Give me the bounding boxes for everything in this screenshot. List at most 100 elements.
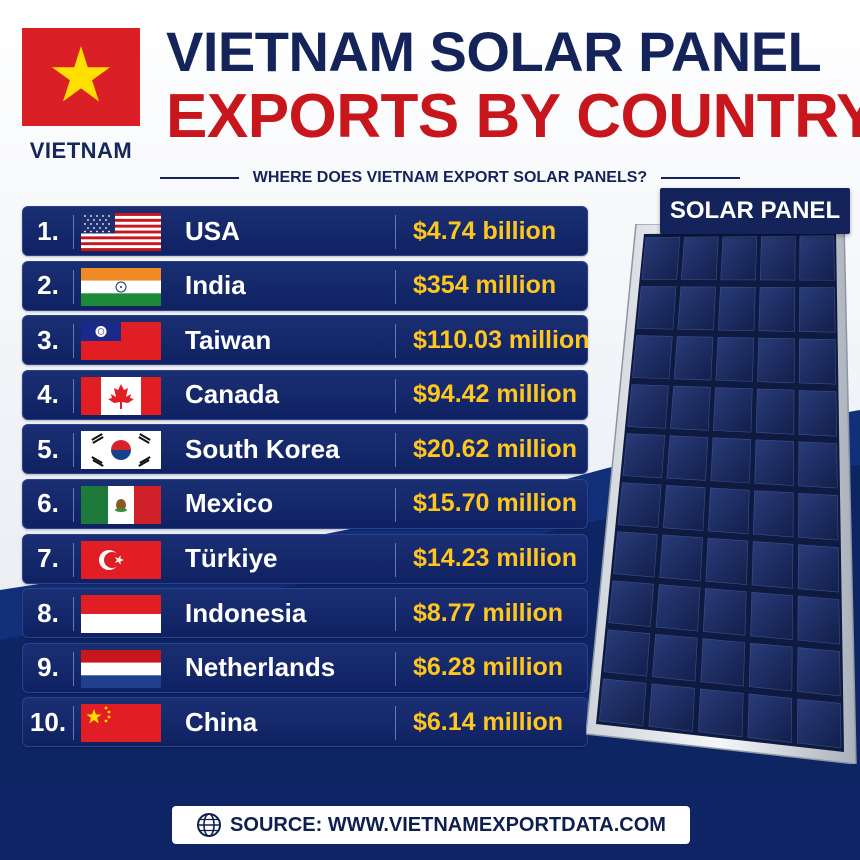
india-flag-icon	[81, 267, 161, 306]
rank-cell: 2.	[37, 270, 59, 301]
china-flag-icon	[81, 704, 161, 743]
divider	[395, 706, 396, 741]
table-row: 8. Indonesia $8.77 million	[22, 588, 588, 639]
panel-cell	[799, 287, 836, 333]
panel-cell	[708, 487, 750, 535]
page-title-line-2: EXPORTS BY COUNTRY	[166, 82, 860, 151]
divider	[395, 487, 396, 522]
subtitle-row: WHERE DOES VIETNAM EXPORT SOLAR PANELS?	[160, 166, 740, 190]
divider	[395, 433, 396, 468]
divider	[73, 324, 74, 359]
rank-cell: 7.	[37, 543, 59, 574]
rank-cell: 9.	[37, 652, 59, 683]
panel-cell	[636, 286, 677, 330]
value-cell: $8.77 million	[413, 598, 564, 627]
panel-cell	[750, 591, 793, 640]
panel-cell	[622, 433, 666, 479]
country-cell: USA	[185, 215, 240, 246]
panel-cell	[751, 541, 794, 589]
panel-cell	[747, 693, 793, 743]
rank-cell: 4.	[37, 379, 59, 410]
subtitle-rule-left	[160, 177, 239, 179]
divider	[395, 597, 396, 632]
divider	[73, 597, 74, 632]
panel-cell	[666, 435, 709, 481]
panel-cell	[641, 236, 681, 280]
indonesia-flag-icon	[81, 595, 161, 634]
netherlands-flag-icon	[81, 649, 161, 688]
divider	[395, 215, 396, 249]
panel-cell	[798, 441, 838, 489]
source-badge: SOURCE: WWW.VIETNAMEXPORTDATA.COM	[172, 806, 690, 844]
table-row: 2. India $354 million	[22, 260, 588, 311]
panel-cell	[632, 335, 673, 380]
panel-cell	[799, 235, 835, 281]
value-cell: $6.14 million	[413, 707, 564, 736]
country-cell: Mexico	[185, 488, 274, 519]
country-cell: Canada	[185, 379, 279, 410]
turkiye-flag-icon	[81, 540, 161, 579]
value-cell: $354 million	[413, 271, 557, 300]
panel-cell	[717, 286, 756, 332]
panel-cell	[798, 390, 837, 437]
panel-cell	[753, 490, 794, 538]
panel-cell	[681, 236, 719, 281]
panel-cell	[759, 235, 796, 281]
subtitle-rule-right	[661, 177, 740, 179]
divider	[395, 542, 396, 577]
panel-cell	[598, 678, 647, 727]
exports-table: 1. USA	[22, 206, 590, 752]
country-cell: Türkiye	[185, 543, 278, 574]
divider	[73, 487, 74, 522]
panel-cell	[754, 439, 795, 486]
table-row: 7. Türkiye $14.23 million	[22, 533, 588, 584]
panel-cell	[720, 236, 758, 281]
panel-cell	[703, 588, 747, 636]
table-row: 10. China $6.14 million	[22, 697, 588, 748]
country-cell: India	[185, 270, 246, 301]
canada-flag-icon	[81, 376, 161, 415]
panel-cell	[608, 580, 654, 627]
panel-cell	[677, 286, 716, 331]
divider	[73, 542, 74, 577]
divider	[73, 651, 74, 686]
panel-cell	[705, 537, 749, 585]
page-title-line-1: VIETNAM SOLAR PANEL	[166, 20, 822, 83]
panel-cell	[662, 485, 706, 531]
usa-flag-icon	[81, 213, 161, 251]
divider	[395, 651, 396, 686]
value-cell: $4.74 billion	[413, 216, 557, 245]
rank-cell: 5.	[37, 433, 59, 464]
rank-cell: 8.	[37, 597, 59, 628]
panel-cell-grid	[598, 235, 842, 749]
vietnam-label: VIETNAM	[29, 138, 133, 163]
table-row: 9. Netherlands $6.28 million	[22, 642, 588, 693]
panel-cell	[755, 388, 795, 435]
divider	[73, 215, 74, 249]
value-cell: $14.23 million	[413, 544, 577, 573]
value-cell: $94.42 million	[413, 380, 577, 409]
panel-cell	[673, 336, 714, 381]
panel-cell	[798, 338, 837, 385]
value-cell: $110.03 million	[413, 325, 590, 354]
divider	[73, 378, 74, 413]
panel-cell	[652, 633, 698, 682]
panel-cell	[655, 584, 701, 632]
divider	[395, 324, 396, 359]
south-korea-flag-icon	[81, 431, 161, 470]
divider	[73, 706, 74, 741]
country-cell: Taiwan	[185, 324, 272, 355]
panel-cell	[757, 337, 795, 384]
panel-cell	[617, 482, 662, 528]
country-cell: China	[185, 706, 258, 737]
panel-cell	[710, 437, 752, 484]
table-row: 1. USA	[22, 206, 588, 256]
value-cell: $6.28 million	[413, 653, 564, 682]
rank-cell: 10.	[29, 706, 67, 737]
panel-cell	[603, 629, 651, 677]
value-cell: $15.70 million	[413, 489, 577, 518]
table-row: 3. Taiwan $110.03 million	[22, 315, 590, 366]
panel-cell	[798, 492, 839, 541]
panel-cell	[797, 698, 842, 749]
source-text: SOURCE: WWW.VIETNAMEXPORTDATA.COM	[230, 813, 666, 836]
